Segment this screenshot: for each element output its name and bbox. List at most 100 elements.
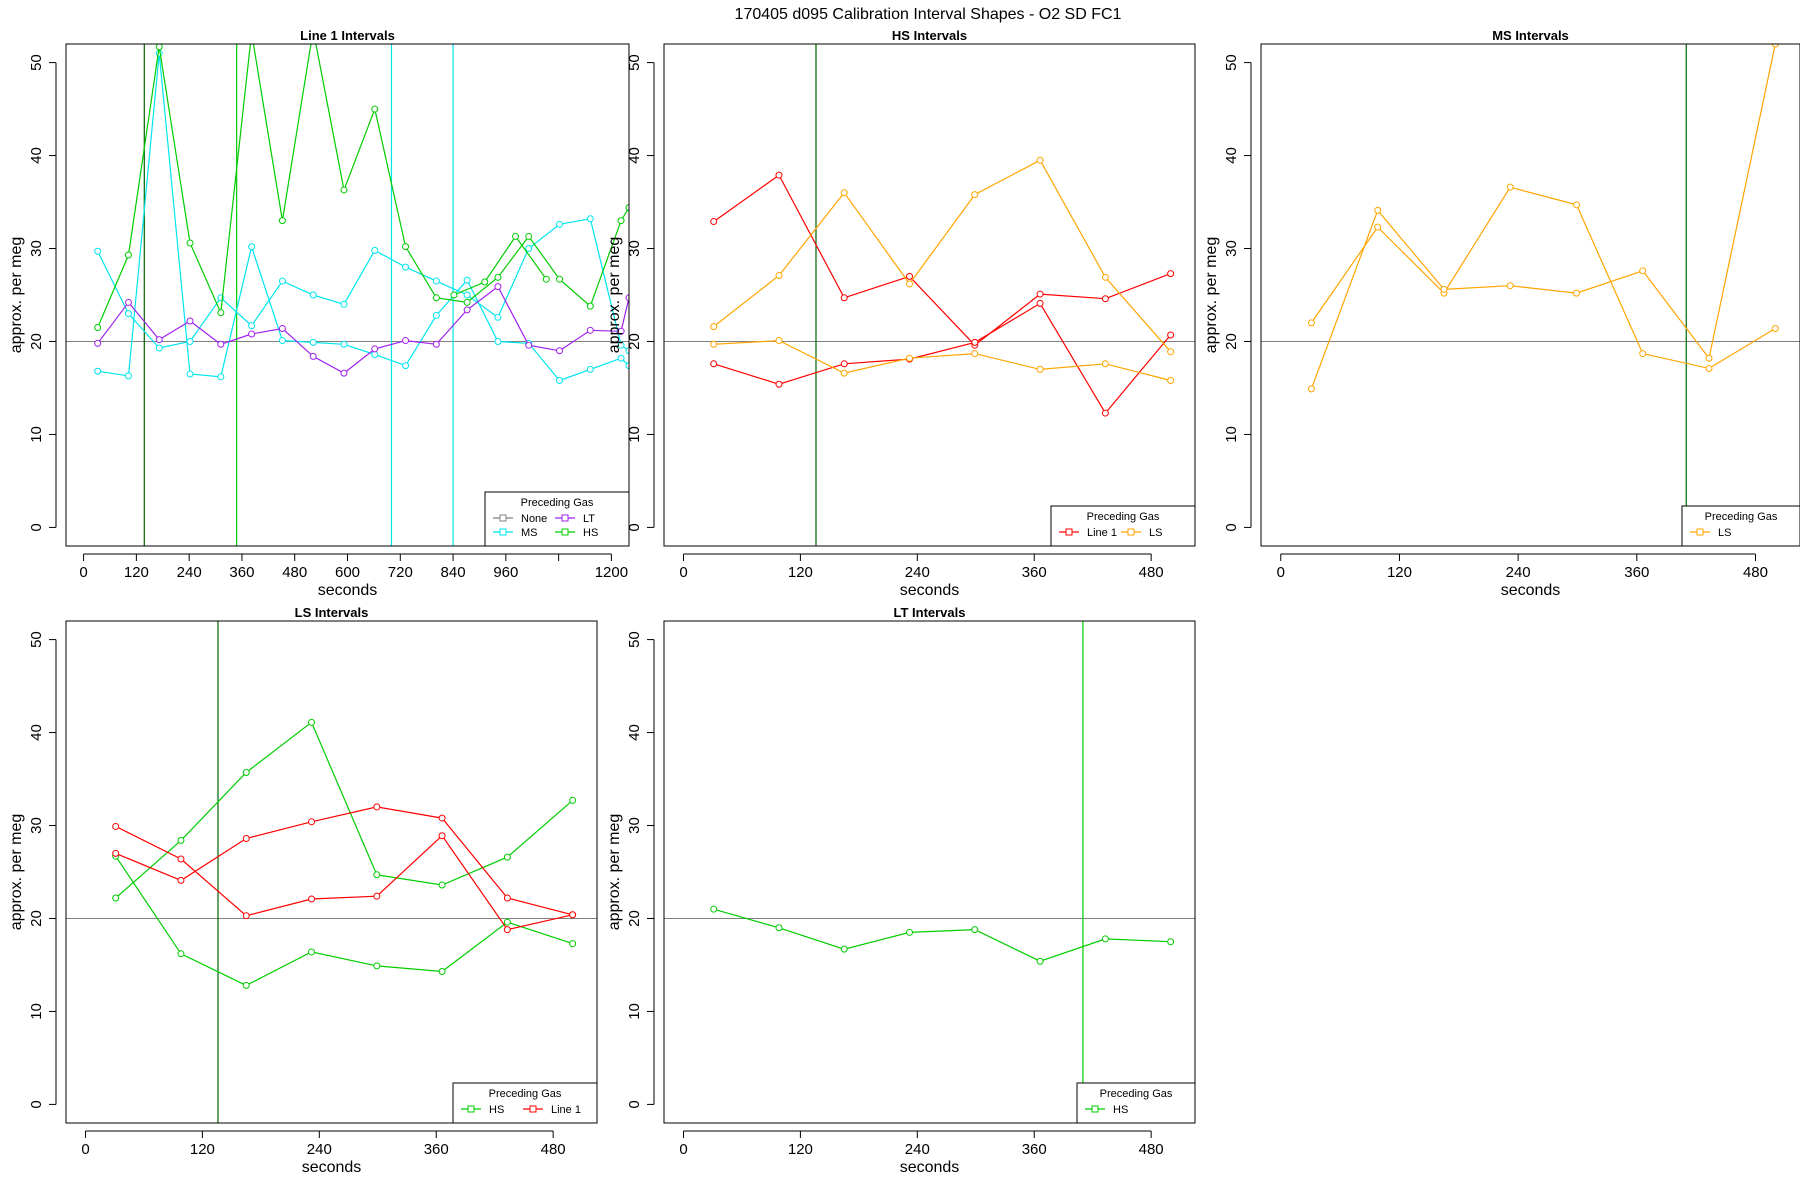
data-point <box>775 924 783 932</box>
legend: Preceding Gas HS Line 1 <box>452 1082 598 1124</box>
series-line-hs <box>115 855 573 987</box>
data-point <box>278 324 286 332</box>
data-point <box>1572 201 1580 209</box>
data-point <box>617 327 625 335</box>
data-point <box>710 360 718 368</box>
y-tick-label: 50 <box>28 631 45 648</box>
data-point <box>242 835 250 843</box>
data-point <box>124 298 132 306</box>
data-point <box>278 217 286 225</box>
data-point <box>1705 364 1713 372</box>
data-point <box>1101 273 1109 281</box>
legend-swatch-marker <box>1127 528 1135 536</box>
legend-entry: LS <box>1149 527 1162 539</box>
data-point <box>308 818 316 826</box>
data-point <box>556 220 564 228</box>
y-tick-label: 30 <box>1223 240 1240 257</box>
legend: Preceding Gas None LT MS HS <box>484 491 630 547</box>
legend-swatch-marker <box>561 514 569 522</box>
data-point <box>1167 377 1175 385</box>
panel-title: Line 1 Intervals <box>300 28 395 43</box>
data-point <box>840 369 848 377</box>
chart-panel-4: LS Intervals 0 10 20 30 40 50 approx. per meg 0 1… <box>8 605 598 1176</box>
data-point <box>569 911 577 919</box>
data-point <box>1440 285 1448 293</box>
legend-box <box>1076 1082 1196 1124</box>
x-tick-label: 120 <box>190 1141 215 1158</box>
y-tick-label: 40 <box>1223 147 1240 164</box>
data-point <box>569 796 577 804</box>
data-point <box>556 275 564 283</box>
data-point <box>586 326 594 334</box>
data-point <box>625 347 629 355</box>
data-point <box>971 926 979 934</box>
data-point <box>503 894 511 902</box>
data-point <box>971 191 979 199</box>
data-point <box>463 306 471 314</box>
x-axis-label: seconds <box>900 1159 960 1176</box>
data-point <box>1771 324 1779 332</box>
y-axis-label: approx. per meg <box>606 237 623 354</box>
data-point <box>438 881 446 889</box>
panel-title: HS Intervals <box>892 28 967 43</box>
plot-area <box>664 44 1195 546</box>
y-tick-label: 50 <box>28 54 45 71</box>
data-point <box>586 302 594 310</box>
data-point <box>248 322 256 330</box>
series-line-ls <box>1310 44 1777 390</box>
legend-box <box>484 491 630 547</box>
data-point <box>1307 385 1315 393</box>
data-point <box>463 291 471 299</box>
data-point <box>124 251 132 259</box>
data-point <box>248 330 256 338</box>
y-tick-label: 20 <box>626 333 643 350</box>
data-point <box>494 313 502 321</box>
legend-swatch-marker <box>1091 1105 1099 1113</box>
legend-entry: HS <box>1113 1104 1128 1116</box>
data-point <box>775 271 783 279</box>
series-line-hs <box>115 721 573 899</box>
data-point <box>371 345 379 353</box>
data-point <box>840 189 848 197</box>
y-axis-label: approx. per meg <box>8 237 25 354</box>
y-axis-label: approx. per meg <box>606 814 623 931</box>
series-line-hs <box>453 235 547 296</box>
y-tick-label: 20 <box>1223 333 1240 350</box>
legend-entry: HS <box>489 1104 504 1116</box>
y-tick-label: 40 <box>28 147 45 164</box>
y-tick-label: 10 <box>28 426 45 443</box>
data-point <box>308 718 316 726</box>
legend-box <box>1681 505 1800 547</box>
legend-entry: None <box>521 513 547 525</box>
data-point <box>710 340 718 348</box>
data-point <box>186 370 194 378</box>
data-point <box>512 232 520 240</box>
legend-entry: Line 1 <box>1087 527 1117 539</box>
y-tick-label: 40 <box>626 147 643 164</box>
x-axis-label: seconds <box>318 582 378 599</box>
legend-swatch-marker <box>1696 528 1704 536</box>
data-point <box>309 338 317 346</box>
x-tick-label: 360 <box>424 1141 449 1158</box>
y-tick-label: 30 <box>28 817 45 834</box>
data-point <box>438 832 446 840</box>
x-tick-label: 240 <box>905 1141 930 1158</box>
data-point <box>775 171 783 179</box>
data-point <box>186 317 194 325</box>
plot-frame <box>663 43 1196 547</box>
y-tick-label: 10 <box>626 1003 643 1020</box>
data-point <box>402 337 410 345</box>
y-tick-label: 30 <box>626 240 643 257</box>
x-tick-label: 120 <box>788 1141 813 1158</box>
x-tick-label: 480 <box>1139 1141 1164 1158</box>
legend-swatch-marker <box>499 528 507 536</box>
y-axis-label: approx. per meg <box>1203 237 1220 354</box>
legend-title: Preceding Gas <box>521 497 594 509</box>
panel-title: MS Intervals <box>1492 28 1569 43</box>
data-point <box>177 836 185 844</box>
x-axis-label: seconds <box>302 1159 362 1176</box>
series-line-line-1 <box>713 174 1171 347</box>
y-tick-label: 20 <box>28 910 45 927</box>
x-tick-label: 600 <box>335 564 360 581</box>
